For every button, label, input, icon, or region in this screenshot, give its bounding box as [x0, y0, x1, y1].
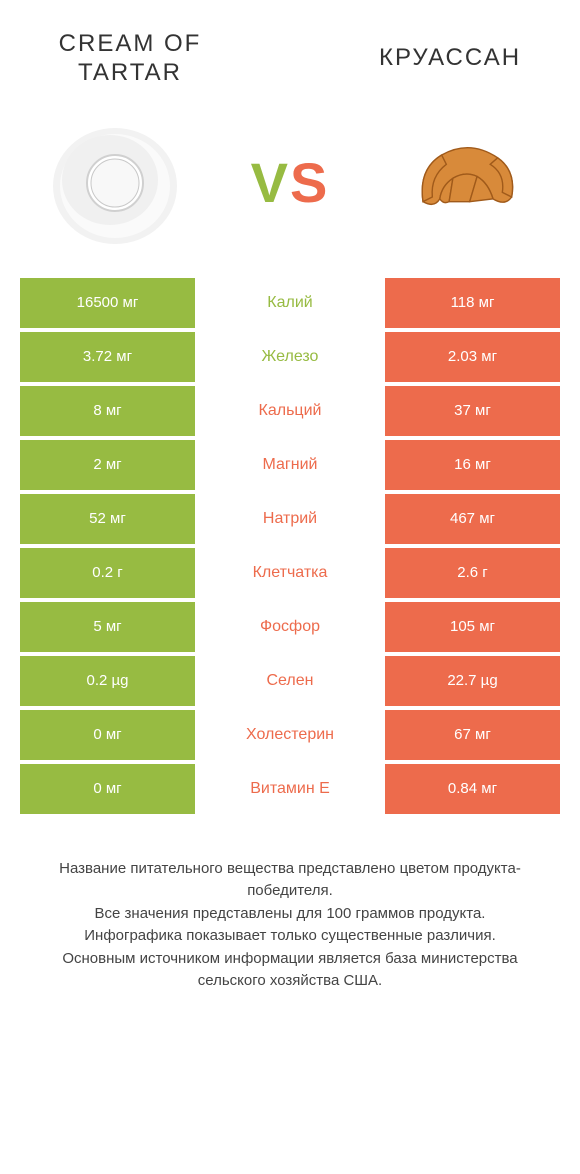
nutrition-row: 8 мгКальций37 мг — [20, 386, 560, 436]
right-value: 67 мг — [385, 710, 560, 760]
nutrition-row: 52 мгНатрий467 мг — [20, 494, 560, 544]
nutrition-row: 5 мгФосфор105 мг — [20, 602, 560, 652]
footer-line: Название питательного вещества представл… — [30, 858, 550, 903]
nutrition-row: 2 мгМагний16 мг — [20, 440, 560, 490]
right-value: 2.6 г — [385, 548, 560, 598]
nutrient-name: Кальций — [195, 386, 385, 436]
product-left-title: CREAM OF TARTAR — [40, 30, 220, 88]
nutrition-row: 0 мгХолестерин67 мг — [20, 710, 560, 760]
left-value: 0 мг — [20, 710, 195, 760]
left-value: 0.2 µg — [20, 656, 195, 706]
nutrition-row: 0.2 µgСелен22.7 µg — [20, 656, 560, 706]
nutrient-name: Железо — [195, 332, 385, 382]
left-value: 5 мг — [20, 602, 195, 652]
nutrient-name: Магний — [195, 440, 385, 490]
left-value: 8 мг — [20, 386, 195, 436]
left-value: 16500 мг — [20, 278, 195, 328]
right-value: 22.7 µg — [385, 656, 560, 706]
tartar-image — [40, 108, 190, 258]
right-value: 467 мг — [385, 494, 560, 544]
nutrient-name: Фосфор — [195, 602, 385, 652]
right-value: 0.84 мг — [385, 764, 560, 814]
nutrition-row: 0.2 гКлетчатка2.6 г — [20, 548, 560, 598]
vs-v-letter: V — [251, 151, 290, 214]
nutrient-name: Калий — [195, 278, 385, 328]
footer-notes: Название питательного вещества представл… — [0, 818, 580, 993]
footer-line: Основным источником информации является … — [30, 948, 550, 993]
croissant-icon — [395, 113, 535, 253]
left-value: 0 мг — [20, 764, 195, 814]
right-value: 118 мг — [385, 278, 560, 328]
croissant-image — [390, 108, 540, 258]
left-value: 2 мг — [20, 440, 195, 490]
nutrient-name: Клетчатка — [195, 548, 385, 598]
nutrient-name: Селен — [195, 656, 385, 706]
left-value: 52 мг — [20, 494, 195, 544]
right-value: 16 мг — [385, 440, 560, 490]
nutrition-row: 0 мгВитамин E0.84 мг — [20, 764, 560, 814]
footer-line: Инфографика показывает только существенн… — [30, 925, 550, 948]
right-value: 2.03 мг — [385, 332, 560, 382]
header-row: CREAM OF TARTAR КРУАССАН — [0, 0, 580, 98]
product-right-title: КРУАССАН — [360, 44, 540, 73]
vs-label: VS — [251, 150, 330, 215]
nutrition-row: 3.72 мгЖелезо2.03 мг — [20, 332, 560, 382]
nutrient-name: Витамин E — [195, 764, 385, 814]
nutrient-name: Холестерин — [195, 710, 385, 760]
tartar-icon — [40, 108, 190, 258]
left-value: 3.72 мг — [20, 332, 195, 382]
nutrient-name: Натрий — [195, 494, 385, 544]
images-row: VS — [0, 98, 580, 278]
vs-s-letter: S — [290, 151, 329, 214]
nutrition-row: 16500 мгКалий118 мг — [20, 278, 560, 328]
nutrition-table: 16500 мгКалий118 мг3.72 мгЖелезо2.03 мг8… — [0, 278, 580, 814]
right-value: 37 мг — [385, 386, 560, 436]
right-value: 105 мг — [385, 602, 560, 652]
left-value: 0.2 г — [20, 548, 195, 598]
footer-line: Все значения представлены для 100 граммо… — [30, 903, 550, 926]
